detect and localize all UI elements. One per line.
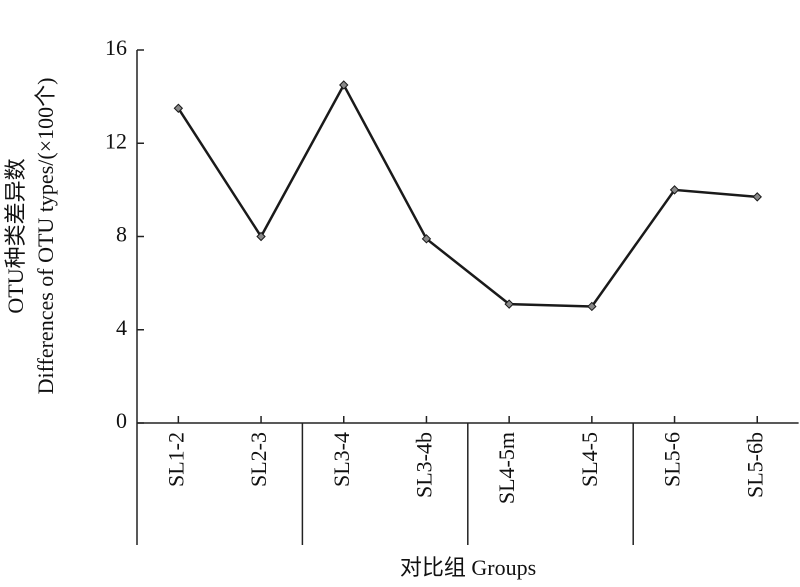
y-tick-label: 4 [116, 315, 127, 340]
marker [752, 192, 762, 202]
marker [587, 301, 597, 312]
x-tick-label: SL4-5m [494, 432, 519, 504]
x-tick-label: SL3-4b [411, 432, 436, 498]
y-tick-label: 12 [105, 128, 127, 153]
x-tick-label: SL3-4 [329, 432, 354, 487]
marker [173, 103, 184, 113]
x-tick-label: SL1-2 [163, 432, 188, 487]
marker [339, 80, 349, 90]
x-tick-label: SL4-5 [577, 432, 602, 487]
marker [504, 299, 514, 309]
y-tick-label: 8 [116, 222, 127, 247]
x-tick-label: SL5-6 [660, 432, 685, 487]
marker [669, 185, 680, 195]
marker [421, 234, 432, 244]
y-tick-label: 16 [105, 35, 127, 60]
x-tick-label: SL2-3 [246, 432, 271, 487]
y-axis-label: Differences of OTU types/(×100个) [33, 78, 58, 395]
x-tick-label: SL5-6b [742, 432, 767, 498]
line [177, 82, 758, 308]
y-axis-label: OTU种类差异数 [3, 158, 28, 313]
marker [256, 231, 266, 242]
y-tick-label: 0 [116, 408, 127, 433]
x-axis-label: 对比组 Groups [400, 555, 536, 580]
